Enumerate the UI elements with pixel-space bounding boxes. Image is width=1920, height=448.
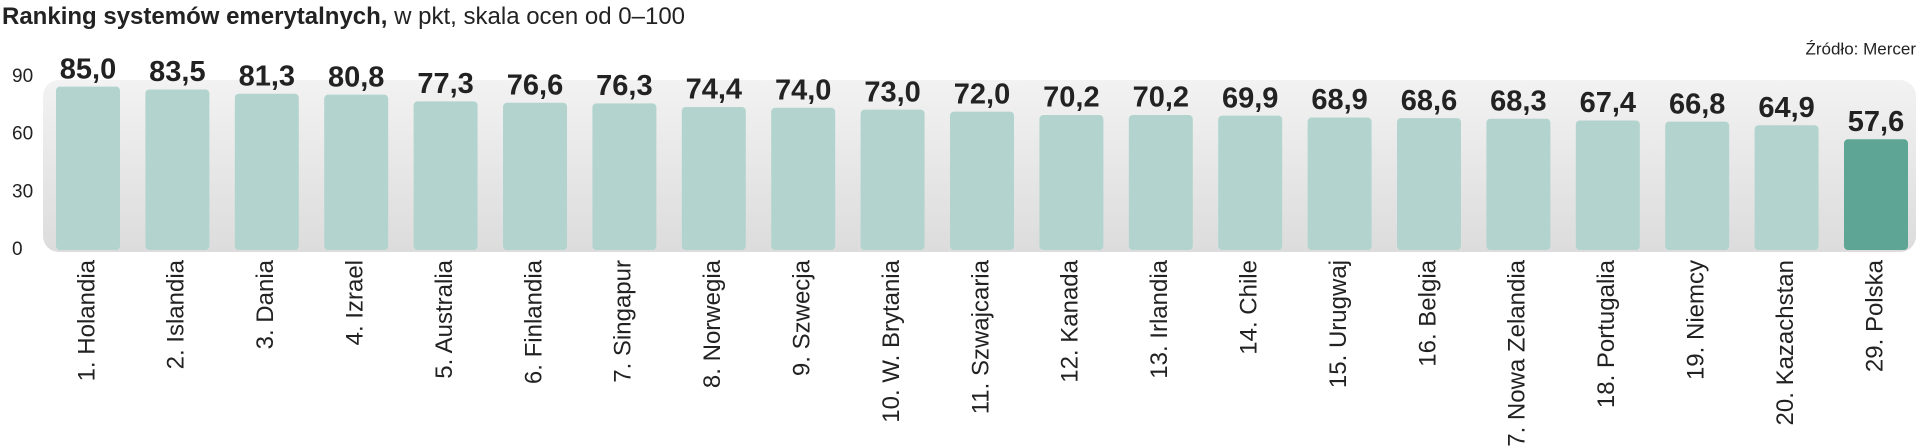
value-label: 74,4: [686, 74, 742, 106]
bar: [681, 106, 746, 250]
bar: [1754, 125, 1819, 250]
y-tick-label: 60: [12, 124, 33, 145]
x-tick-label: 29. Polska: [1861, 259, 1888, 372]
x-tick-label: 18. Portugalia: [1593, 259, 1620, 408]
bar: [592, 103, 657, 250]
bar: [1486, 118, 1551, 250]
value-label: 74,0: [775, 74, 831, 106]
value-label: 83,5: [149, 56, 205, 88]
bar: [860, 109, 925, 250]
x-tick-label: 20. Kazachstan: [1772, 260, 1799, 425]
bar: [324, 94, 389, 250]
value-label: 69,9: [1222, 82, 1278, 114]
x-tick-label: 10. W. Brytania: [878, 259, 905, 422]
bar: [234, 93, 299, 251]
bar: [1039, 115, 1104, 250]
chart-subtitle: w pkt, skala ocen od 0–100: [393, 3, 685, 30]
value-label: 77,3: [417, 68, 473, 100]
bar: [503, 102, 567, 250]
bar: [1128, 115, 1193, 250]
value-label: 67,4: [1580, 87, 1636, 119]
bar: [56, 86, 120, 250]
source: Źródło: Mercer: [1805, 39, 1916, 58]
value-label: 80,8: [328, 61, 384, 93]
x-tick-label: 15. Urugwaj: [1325, 260, 1352, 388]
x-tick-label: 5. Australia: [431, 259, 458, 378]
value-label: 64,9: [1758, 92, 1814, 124]
x-tick-label: 17. Nowa Zelandia: [1504, 259, 1531, 448]
bar: [1844, 139, 1908, 250]
y-tick-label: 30: [12, 181, 33, 202]
value-label: 73,0: [864, 76, 920, 108]
bar: [771, 107, 836, 250]
bar: [1575, 120, 1640, 250]
y-tick-label: 0: [12, 239, 23, 260]
x-tick-label: 3. Dania: [252, 259, 279, 349]
bar: [413, 101, 478, 250]
bar: [145, 89, 210, 250]
value-label: 68,6: [1401, 85, 1457, 117]
x-tick-label: 7. Singapur: [610, 260, 637, 383]
x-tick-label: 2. Islandia: [163, 259, 190, 369]
value-label: 68,9: [1311, 84, 1367, 116]
bar: [1307, 117, 1372, 250]
value-label: 76,3: [596, 70, 652, 102]
x-tick-label: 16. Belgia: [1414, 259, 1441, 366]
value-label: 85,0: [60, 53, 116, 85]
value-label: 70,2: [1043, 82, 1099, 114]
value-label: 66,8: [1669, 88, 1725, 120]
x-tick-label: 14. Chile: [1236, 260, 1263, 355]
x-tick-label: 19. Niemcy: [1683, 260, 1710, 380]
value-label: 68,3: [1490, 85, 1546, 117]
x-tick-label: 13. Irlandia: [1146, 259, 1173, 378]
x-tick-label: 11. Szwajcaria: [967, 259, 994, 414]
x-tick-label: 12. Kanada: [1057, 259, 1084, 382]
x-tick-label: 6. Finlandia: [520, 259, 547, 384]
value-label: 57,6: [1848, 106, 1904, 138]
x-tick-label: 9. Szwecja: [789, 259, 816, 376]
bar: [1397, 118, 1461, 250]
title-line: Ranking systemów emerytalnych, w pkt, sk…: [2, 3, 685, 30]
x-tick-label: 8. Norwegia: [699, 259, 726, 388]
x-tick-label: 1. Holandia: [73, 259, 100, 381]
value-label: 70,2: [1133, 82, 1189, 114]
chart-title: Ranking systemów emerytalnych,: [2, 3, 387, 30]
bar: [1218, 115, 1283, 251]
bar: [1665, 121, 1730, 251]
bar: [950, 111, 1014, 250]
value-label: 72,0: [954, 78, 1010, 110]
value-label: 76,6: [507, 69, 563, 101]
y-tick-label: 90: [12, 66, 33, 87]
value-label: 81,3: [239, 60, 295, 92]
x-tick-label: 4. Izrael: [342, 260, 369, 345]
